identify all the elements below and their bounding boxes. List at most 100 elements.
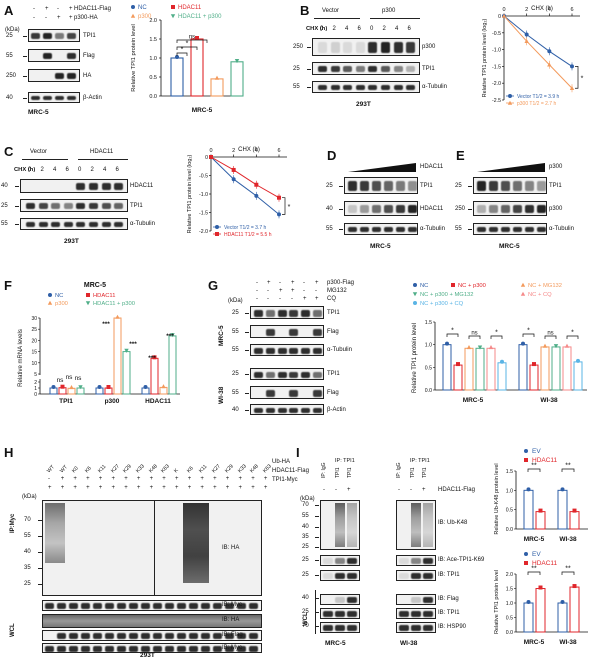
legend-marker xyxy=(524,449,528,453)
blot-band xyxy=(93,646,102,652)
blot-band xyxy=(55,33,64,39)
sign-+: + xyxy=(213,485,217,491)
time-label: 4 xyxy=(395,26,399,32)
blot-band xyxy=(318,85,327,90)
bar xyxy=(67,387,76,395)
y-tick-label: 30 xyxy=(31,316,37,322)
x-tick-label: MRC-5 xyxy=(524,536,545,543)
blot-band xyxy=(153,633,162,639)
data-point xyxy=(170,333,175,338)
marker-kda: 25 xyxy=(302,557,309,563)
lane-label: TPI1 xyxy=(422,467,428,478)
blot-label: TPI1 xyxy=(549,182,562,189)
blot-band xyxy=(81,603,90,609)
y-tick-label: 1.5 xyxy=(425,320,432,326)
blot-strip xyxy=(320,555,360,566)
legend-label: Vector T1/2 = 3.9 h xyxy=(517,94,560,100)
sign-+: + xyxy=(175,476,179,482)
blot-strip xyxy=(320,594,360,605)
blot-label: Flag xyxy=(327,389,339,396)
blot-band xyxy=(372,227,381,232)
blot-band xyxy=(89,183,98,190)
blot-strip xyxy=(250,386,324,399)
blot-band xyxy=(343,66,353,72)
blot-band xyxy=(501,227,510,232)
marker-tick xyxy=(38,552,42,553)
bar xyxy=(486,347,496,391)
blot-band xyxy=(177,633,186,639)
y-tick-label: -2.0 xyxy=(199,229,208,235)
blot-label: β-Actin xyxy=(83,94,102,101)
blot-band xyxy=(177,603,186,609)
blot-label: IB: HA xyxy=(222,545,240,551)
cell-label: WI-38 xyxy=(218,386,225,404)
marker-tick xyxy=(315,612,319,613)
row-label: HDAC11-Flag xyxy=(438,487,475,493)
data-point xyxy=(466,344,472,350)
blot-band xyxy=(76,183,86,190)
wcl-label: WCL xyxy=(10,623,16,637)
data-point xyxy=(538,508,543,513)
blot-band xyxy=(381,42,390,53)
blot-band xyxy=(265,328,275,336)
blot-band xyxy=(105,603,114,609)
significance-bracket xyxy=(282,197,286,215)
y-tick-label: 20 xyxy=(31,338,37,344)
blot-strip xyxy=(42,500,262,596)
blot-band xyxy=(45,603,54,609)
blot-strip xyxy=(320,500,360,550)
wcl-bracket xyxy=(315,590,316,634)
sign-+: + xyxy=(267,280,271,286)
time-label: 0 xyxy=(28,167,32,173)
y-tick-label: 0 xyxy=(498,14,501,20)
series-line xyxy=(503,15,573,89)
sign-+: + xyxy=(200,476,204,482)
blot-band xyxy=(67,33,76,39)
bar xyxy=(569,586,580,633)
bar xyxy=(569,511,580,530)
significance-label: * xyxy=(186,41,189,48)
significance-label: ns xyxy=(189,35,195,41)
cell-label: 293T xyxy=(356,101,371,108)
significance-label: ns xyxy=(66,374,74,381)
blot-band xyxy=(67,96,76,100)
blot-band xyxy=(129,633,138,639)
blot-band xyxy=(141,646,150,652)
y-tick-label: 0 xyxy=(205,155,208,161)
marker-tick xyxy=(315,560,319,561)
significance-label: ** xyxy=(531,566,537,573)
marker-kda: 250 xyxy=(293,44,304,50)
y-axis-label: Relative TPI1 protein level (log₂) xyxy=(187,154,193,233)
bar xyxy=(230,61,244,97)
data-point xyxy=(69,385,74,390)
kda-label: (kDa) xyxy=(22,494,37,500)
blot-label: IB: Flag xyxy=(438,596,459,602)
marker-kda: 25 xyxy=(326,182,333,189)
blot-band xyxy=(51,203,61,209)
blot-strip xyxy=(42,614,262,628)
legend-label: HDAC11 + p300 xyxy=(93,301,135,307)
sign-+: + xyxy=(48,485,52,491)
panel-letter-f: F xyxy=(4,278,12,293)
sign-+: + xyxy=(98,476,103,482)
sign-+: + xyxy=(347,487,351,493)
time-label: 6 xyxy=(357,26,361,32)
group-divider xyxy=(370,18,420,19)
blot-band xyxy=(347,558,357,564)
time-label: 6 xyxy=(65,167,69,173)
y-tick-label: 0.5 xyxy=(506,508,513,514)
marker-kda: 40 xyxy=(302,595,309,601)
blot-band xyxy=(513,227,522,232)
significance-label: * xyxy=(571,330,574,337)
marker-tick xyxy=(15,205,19,207)
sign-+: + xyxy=(136,476,141,482)
blot-band xyxy=(38,222,48,227)
lane-label: K29 xyxy=(223,463,235,475)
blot-band xyxy=(347,597,357,603)
significance-bracket xyxy=(527,468,541,472)
blot-band xyxy=(201,603,210,609)
data-point xyxy=(231,177,236,182)
data-point xyxy=(521,341,525,346)
sign-+: + xyxy=(200,485,204,491)
